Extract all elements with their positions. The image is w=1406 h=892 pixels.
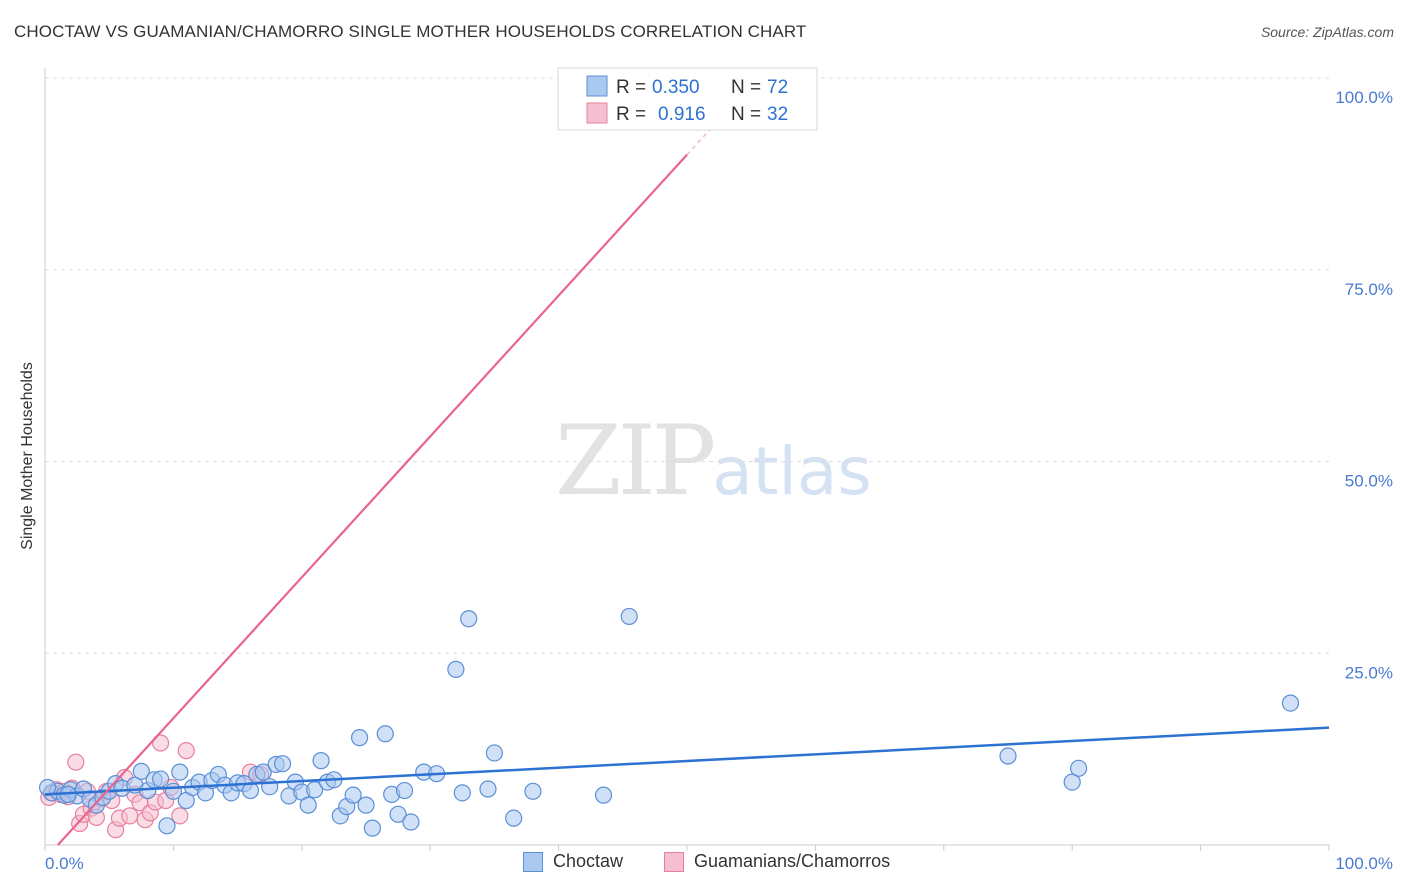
y-tick-label: 50.0% — [1345, 472, 1393, 491]
y-tick-label: 75.0% — [1345, 280, 1393, 299]
choctaw-point — [999, 747, 1017, 765]
bottom-legend-item-guam: Guamanians/Chamorros — [664, 851, 890, 872]
choctaw-points — [38, 607, 1300, 837]
bottom-legend-label-choctaw: Choctaw — [553, 851, 624, 871]
choctaw-point — [376, 725, 394, 743]
legend-r-value-2: 0.916 — [658, 104, 706, 125]
guam-point — [177, 742, 195, 760]
choctaw-point — [306, 781, 324, 799]
choctaw-point — [524, 782, 542, 800]
bottom-legend: Choctaw Guamanians/Chamorros — [0, 851, 1406, 879]
legend-r-label-2: R = — [616, 104, 646, 125]
y-tick-label: 25.0% — [1345, 663, 1393, 682]
legend-n-value-1: 72 — [767, 77, 788, 98]
x-tick-label: 100.0% — [1335, 854, 1393, 873]
guam-point — [67, 753, 85, 771]
guam-point — [121, 807, 139, 825]
choctaw-point — [447, 660, 465, 678]
x-tick-marks — [44, 845, 1330, 851]
choctaw-point — [261, 778, 279, 796]
choctaw-point — [460, 610, 478, 628]
bottom-legend-swatch-choctaw — [523, 851, 543, 872]
choctaw-point — [389, 805, 407, 823]
choctaw-point — [505, 809, 523, 827]
choctaw-point — [395, 781, 414, 800]
guam-point — [151, 734, 170, 752]
choctaw-point — [158, 817, 176, 835]
x-tick-labels: 0.0% 100.0% — [45, 854, 1393, 873]
choctaw-point — [273, 755, 292, 773]
watermark-atlas: atlas — [712, 433, 872, 510]
legend: R = 0.350 N = 72 R = 0.916 N = 32 — [557, 67, 818, 131]
y-tick-label: 100.0% — [1335, 88, 1393, 107]
choctaw-point — [1070, 759, 1088, 777]
choctaw-point — [171, 763, 189, 781]
trend-lines — [44, 118, 1330, 846]
chart-title: CHOCTAW VS GUAMANIAN/CHAMORRO SINGLE MOT… — [14, 22, 807, 41]
choctaw-point — [485, 744, 503, 762]
legend-n-label-1: N = — [731, 77, 761, 98]
choctaw-point — [350, 729, 369, 747]
choctaw-point — [363, 819, 382, 837]
choctaw-point — [1063, 773, 1081, 791]
bottom-legend-label-guam: Guamanians/Chamorros — [694, 851, 891, 871]
guam-trend-line — [57, 153, 688, 846]
grid — [45, 77, 1329, 654]
choctaw-point — [1281, 694, 1300, 712]
choctaw-point — [151, 770, 170, 788]
choctaw-trend-line — [44, 726, 1330, 796]
choctaw-point — [132, 762, 150, 780]
legend-swatch-guam — [586, 102, 608, 124]
choctaw-point — [357, 796, 375, 814]
choctaw-point — [402, 813, 420, 831]
bottom-legend-item-choctaw: Choctaw — [523, 851, 623, 872]
choctaw-point — [312, 752, 330, 770]
legend-r-label-1: R = — [616, 77, 646, 98]
legend-n-value-2: 32 — [767, 104, 788, 125]
legend-n-label-2: N = — [731, 104, 761, 125]
guam-point — [171, 807, 189, 825]
choctaw-point — [620, 607, 638, 626]
y-tick-labels: 25.0% 50.0% 75.0% 100.0% — [1335, 88, 1393, 682]
legend-r-value-1: 0.350 — [652, 77, 700, 98]
choctaw-point — [299, 796, 317, 814]
choctaw-point — [594, 786, 613, 804]
source-label: Source: ZipAtlas.com — [1260, 24, 1394, 40]
choctaw-point — [479, 780, 497, 798]
choctaw-point — [344, 786, 362, 804]
legend-swatch-choctaw — [586, 75, 608, 97]
choctaw-point — [254, 763, 272, 781]
x-tick-label: 0.0% — [45, 854, 84, 873]
choctaw-point — [453, 784, 471, 802]
bottom-legend-swatch-guam — [664, 851, 684, 872]
